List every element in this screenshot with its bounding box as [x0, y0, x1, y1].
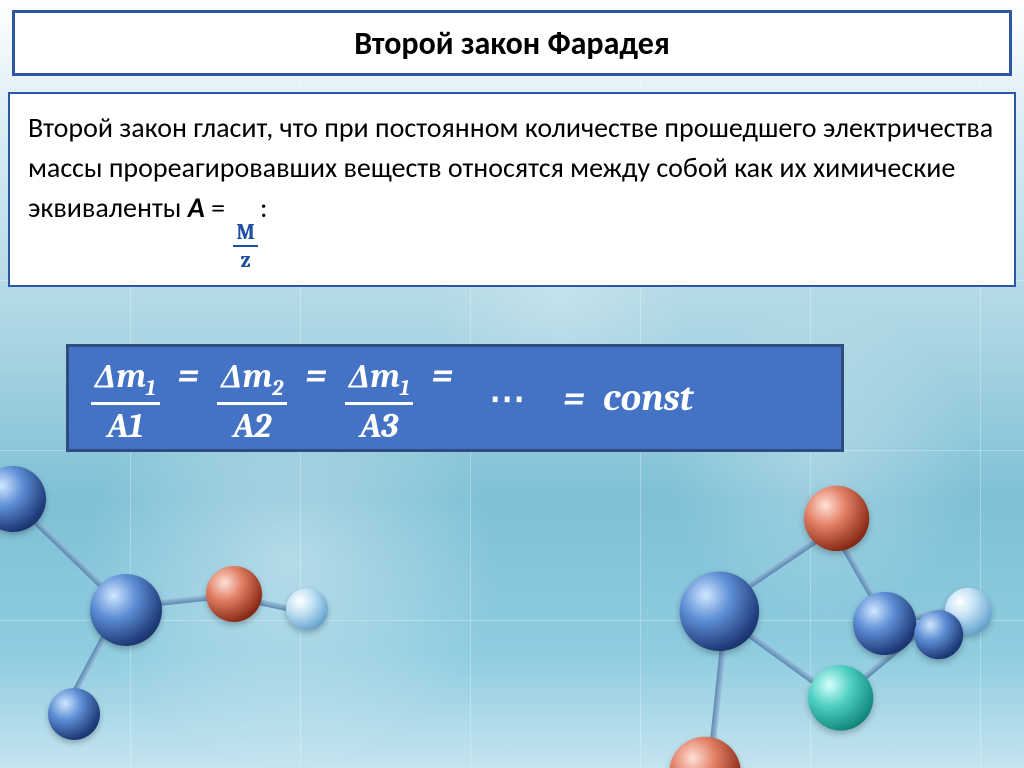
description-box: Второй закон гласит, что при постоянном …	[8, 92, 1016, 287]
equals-sign: =	[178, 353, 200, 397]
equals-sign: =	[305, 353, 327, 397]
slide: Второй закон Фарадея Второй закон гласит…	[0, 0, 1024, 768]
formula-fraction: Δm2A2	[217, 359, 287, 444]
ellipsis: ⋯	[489, 378, 531, 419]
molecule-decoration	[569, 410, 1024, 768]
equals-sign: =	[205, 190, 232, 225]
const-label: const	[603, 376, 693, 420]
title-box: Второй закон Фарадея	[12, 10, 1012, 76]
slide-title: Второй закон Фарадея	[354, 24, 670, 63]
formula-chain: Δm1A1 = Δm2A2 = Δm1A3 =	[91, 353, 471, 444]
fraction-denominator: z	[238, 249, 254, 271]
fraction-M-over-z: M z	[233, 221, 258, 271]
formula-fraction: Δm1A1	[91, 359, 160, 444]
formula-fraction: Δm1A3	[345, 359, 414, 444]
description-text: Второй закон гласит, что при постоянном …	[28, 110, 993, 225]
formula-box: Δm1A1 = Δm2A2 = Δm1A3 = ⋯ = const	[66, 344, 844, 452]
equals-sign: =	[563, 376, 585, 420]
colon: :	[260, 190, 268, 225]
equals-sign: =	[431, 353, 453, 397]
fraction-numerator: M	[233, 221, 258, 243]
equiv-symbol: A	[188, 190, 205, 225]
